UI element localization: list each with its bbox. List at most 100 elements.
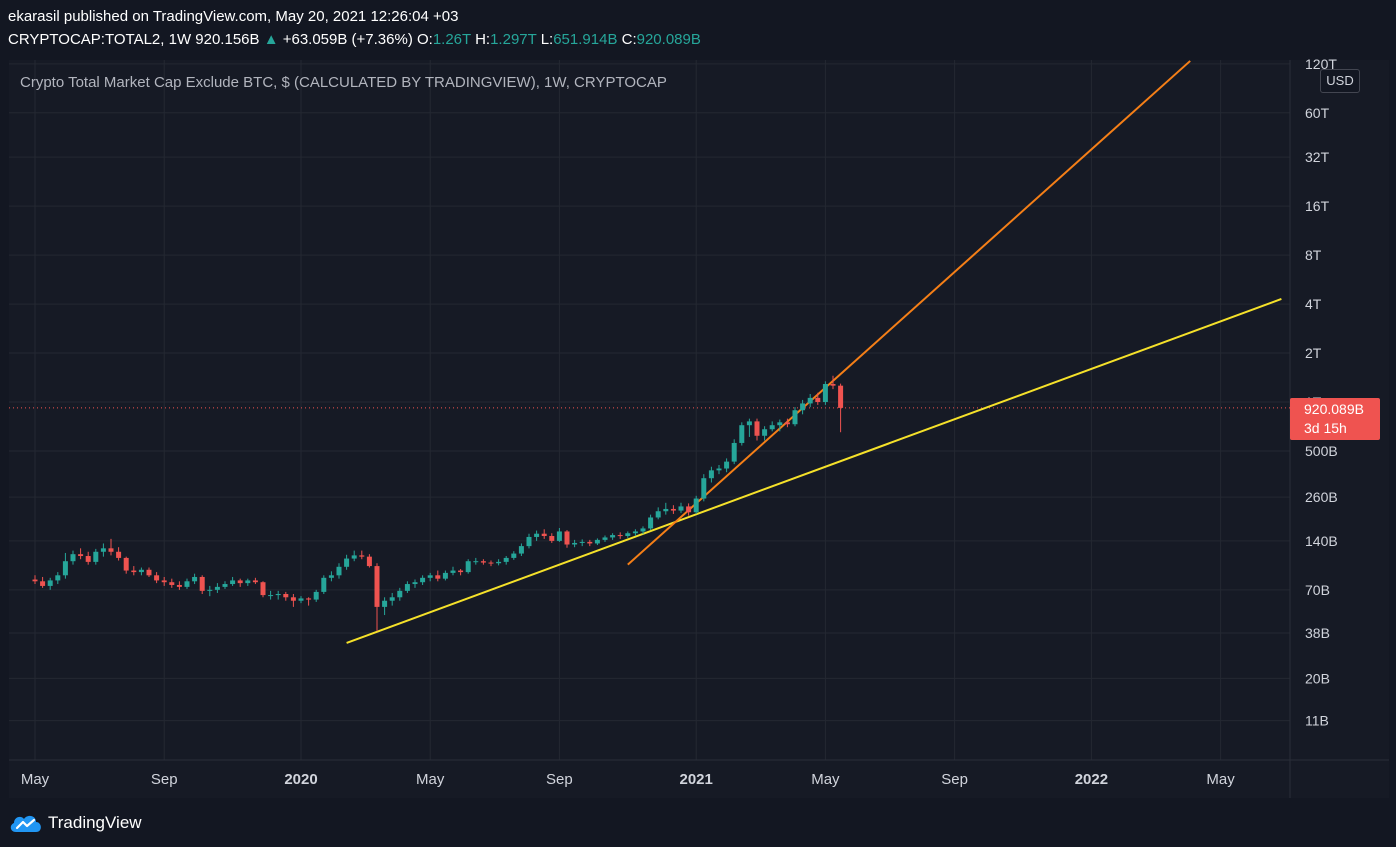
y-tick-label: 16T [1305,198,1330,214]
y-tick-label: 60T [1305,105,1330,121]
candle-body [693,498,699,513]
candle-body [283,594,289,598]
candle-body [306,598,312,600]
candle-body [123,557,129,571]
candle-body [800,403,806,411]
candle-body [374,566,380,607]
x-tick-label: Sep [151,771,178,788]
candle-body [420,577,426,583]
candle-body [777,422,783,426]
candle-body [822,384,828,402]
candle-body [602,537,608,540]
last-price: 920.156B [195,31,260,48]
candle-body [47,580,53,586]
candle-body [549,536,555,541]
candle-body [686,506,692,513]
candle-body [290,597,296,601]
candle-body [518,546,524,554]
x-tick-label: 2022 [1075,771,1108,788]
x-tick-label: Sep [941,771,968,788]
chart-title: Crypto Total Market Cap Exclude BTC, $ (… [20,74,667,91]
open-value: 1.26T [432,31,471,48]
chart-frame[interactable] [9,60,1389,798]
candle-body [313,591,319,600]
open-label: O: [416,31,433,48]
y-tick-label: 4T [1305,296,1322,312]
candle-body [40,581,46,586]
high-value: 1.297T [490,31,537,48]
candle-body [351,555,357,559]
candle-body [298,598,304,601]
candle-body [442,572,448,579]
candle-body [587,541,593,544]
y-tick-label: 11B [1305,713,1329,729]
candle-body [62,561,68,576]
candle-body [108,548,114,552]
candle-body [556,531,562,541]
candle-body [617,535,623,537]
y-tick-label: 140B [1305,533,1338,549]
candle-body [268,595,274,597]
candle-body [511,553,517,558]
y-tick-label: 260B [1305,489,1338,505]
high-label: H: [475,31,491,48]
candle-body [412,582,418,585]
candle-body [534,533,540,537]
x-tick-label: May [21,771,50,788]
candle-body [724,461,730,469]
candle-body [397,590,403,598]
y-tick-label: 500B [1305,443,1338,459]
last-price-value: 920.089B [1304,401,1364,417]
candle-body [610,535,616,538]
candle-body [716,468,722,471]
tradingview-cloud-icon [10,815,41,832]
low-label: L: [540,31,554,48]
candle-body [838,385,844,408]
x-tick-label: May [1206,771,1235,788]
candle-body [321,577,327,592]
close-label: C: [621,31,637,48]
candle-body [131,570,137,573]
candle-body [70,554,76,562]
symbol-name[interactable]: CRYPTOCAP:TOTAL2, 1W [8,31,192,48]
candle-body [222,584,228,587]
candle-body [382,600,388,607]
y-tick-label: 38B [1305,625,1330,641]
candle-body [579,541,585,543]
currency-badge[interactable]: USD [1320,69,1360,93]
candle-body [640,528,646,532]
candle-body [572,542,578,545]
candle-body [336,566,342,576]
bar-countdown: 3d 15h [1304,420,1347,436]
candle-body [214,586,220,590]
candle-body [458,570,464,573]
candle-body [192,576,198,582]
support-trend-line [346,298,1282,644]
candle-body [541,533,547,537]
tradingview-logo[interactable]: TradingView [8,812,142,834]
candle-body [754,421,760,436]
candle-body [55,575,61,581]
steep-trend-line [627,60,1191,566]
candle-body [275,594,281,596]
candle-body [389,597,395,601]
y-tick-label: 120T [1305,56,1337,72]
low-value: 651.914B [553,31,618,48]
candle-body [207,589,213,591]
candle-body [807,397,813,404]
x-tick-label: 2021 [680,771,713,788]
candle-body [731,442,737,462]
y-tick-label: 2T [1305,345,1322,361]
candle-body [739,425,745,443]
x-tick-label: May [416,771,445,788]
candle-body [663,508,669,512]
candle-body [503,557,509,562]
candle-body [169,582,175,585]
candle-body [138,569,144,573]
candle-body [100,548,106,552]
candle-body [830,384,836,386]
candle-body [199,576,205,591]
candle-body [344,558,350,567]
last-price-label: 920.089B 3d 15h [1290,398,1380,440]
